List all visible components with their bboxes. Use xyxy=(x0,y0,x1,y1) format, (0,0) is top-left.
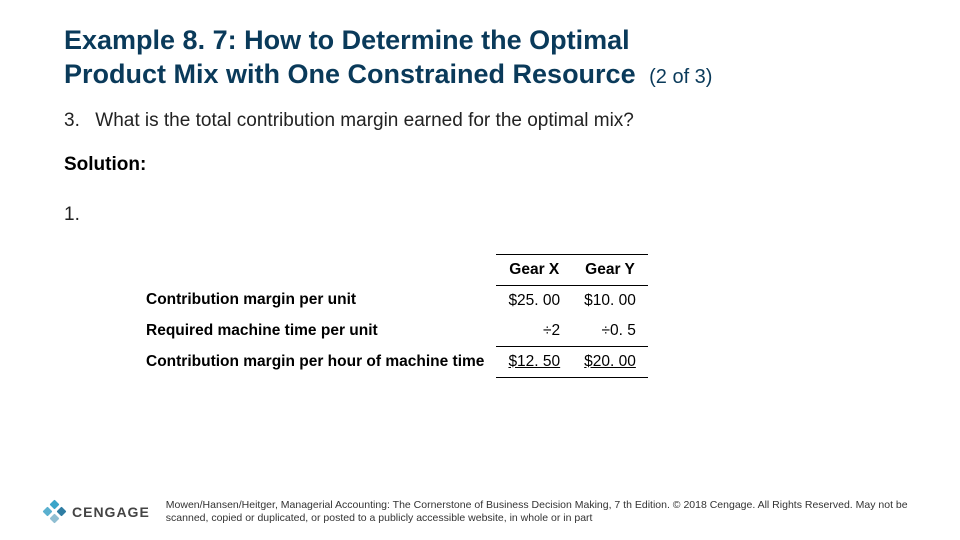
slide-title: Example 8. 7: How to Determine the Optim… xyxy=(64,24,912,92)
solution-label: Solution: xyxy=(64,154,912,176)
row-val-y: $10. 00 xyxy=(572,285,648,316)
table-header-row: Gear X Gear Y xyxy=(134,254,648,285)
row-label: Required machine time per unit xyxy=(134,316,496,347)
row-val-x: ÷2 xyxy=(496,316,572,347)
data-table: Gear X Gear Y Contribution margin per un… xyxy=(134,254,648,378)
title-pager: (2 of 3) xyxy=(649,66,712,88)
table-row: Required machine time per unit ÷2 ÷0. 5 xyxy=(134,316,648,347)
list-marker: 1. xyxy=(64,204,912,226)
footer: CENGAGE Mowen/Hansen/Heitger, Managerial… xyxy=(44,499,936,526)
brand-name: CENGAGE xyxy=(72,504,150,520)
question-number: 3. xyxy=(64,110,90,132)
row-val-y: $20. 00 xyxy=(572,346,648,377)
header-gear-y: Gear Y xyxy=(572,254,648,285)
title-line2: Product Mix with One Constrained Resourc… xyxy=(64,59,636,89)
title-line1: Example 8. 7: How to Determine the Optim… xyxy=(64,25,630,55)
copyright-text: Mowen/Hansen/Heitger, Managerial Account… xyxy=(166,499,936,526)
table-row: Contribution margin per hour of machine … xyxy=(134,346,648,377)
cengage-icon xyxy=(44,501,66,523)
question-text: What is the total contribution margin ea… xyxy=(95,110,634,131)
row-val-y: ÷0. 5 xyxy=(572,316,648,347)
header-blank xyxy=(134,254,496,285)
row-val-x: $12. 50 xyxy=(496,346,572,377)
question-line: 3. What is the total contribution margin… xyxy=(64,110,912,132)
brand-logo: CENGAGE xyxy=(44,501,150,523)
header-gear-x: Gear X xyxy=(496,254,572,285)
row-label: Contribution margin per unit xyxy=(134,285,496,316)
row-label: Contribution margin per hour of machine … xyxy=(134,346,496,377)
table-row: Contribution margin per unit $25. 00 $10… xyxy=(134,285,648,316)
row-val-x: $25. 00 xyxy=(496,285,572,316)
